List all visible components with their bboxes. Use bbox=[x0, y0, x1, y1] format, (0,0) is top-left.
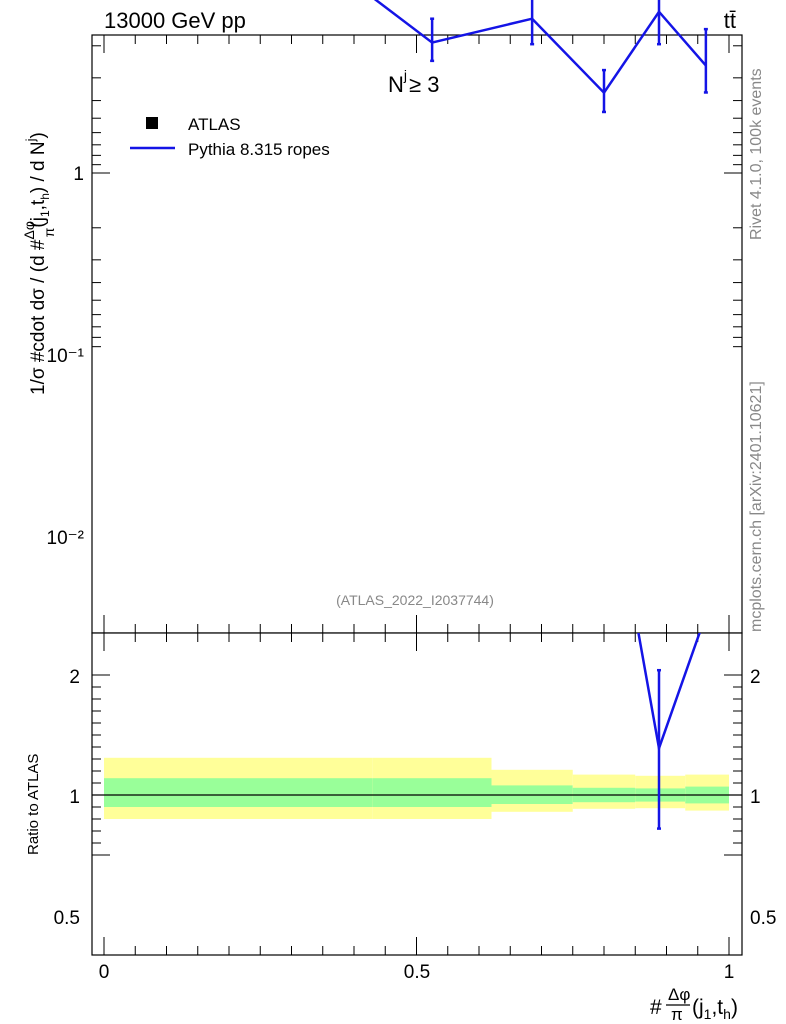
band-inner-bin bbox=[372, 778, 492, 807]
svg-text:(j1,th): (j1,th) bbox=[692, 996, 738, 1022]
ytick-label-1: 1 bbox=[73, 164, 84, 185]
ratio-ytick-0p5-left: 0.5 bbox=[54, 908, 80, 929]
header-left: 13000 GeV pp bbox=[104, 8, 246, 33]
side-label-top: Rivet 4.1.0, 100k events bbox=[748, 68, 765, 240]
main-marks bbox=[373, 0, 708, 114]
legend: ATLAS Pythia 8.315 ropes bbox=[130, 115, 330, 159]
ratio-xlabel: # Δφ π (j1,th) bbox=[650, 985, 738, 1024]
svg-text:π: π bbox=[671, 1005, 683, 1024]
legend-label-mc: Pythia 8.315 ropes bbox=[188, 140, 330, 159]
ylabel-part-a: 1/σ #cdot dσ / (d # bbox=[28, 239, 49, 395]
ratio-ytick-2-right: 2 bbox=[750, 667, 761, 688]
ratio-panel: 2 1 0.5 2 1 0.5 Ratio to ATLAS 0 0.5 1 #… bbox=[25, 632, 777, 1024]
side-label-bottom: mcplots.cern.ch [arXiv:2401.10621] bbox=[748, 381, 765, 632]
ylabel-part-b: (j bbox=[28, 217, 49, 228]
main-ylabel: 1/σ #cdot dσ / (d #Δφ π(j1,th) / d Nj) bbox=[21, 132, 57, 395]
xtick-label-0: 0 bbox=[99, 962, 110, 983]
ratio-ytick-1-left: 1 bbox=[69, 787, 80, 808]
xtick-label-0p5: 0.5 bbox=[404, 962, 430, 983]
ylabel-frac-den: π bbox=[41, 227, 57, 237]
ytick-label-0p1: 10⁻¹ bbox=[47, 346, 85, 367]
ratio-marks bbox=[637, 633, 701, 830]
main-ticks bbox=[92, 35, 742, 633]
ratio-ytick-2-left: 2 bbox=[69, 667, 80, 688]
ratio-ytick-0p5-right: 0.5 bbox=[750, 908, 776, 929]
analysis-id: (ATLAS_2022_I2037744) bbox=[336, 592, 494, 608]
main-panel: 1 10⁻¹ 10⁻² Nj≥ 3 ATLAS Pythia 8.315 rop… bbox=[21, 0, 743, 634]
main-frame bbox=[91, 34, 743, 634]
svg-text:1/σ #cdot dσ / (d #Δφπ(j1,th): 1/σ #cdot dσ / (d #Δφ π(j1,th) / d Nj) bbox=[21, 132, 57, 395]
header-right: tt̄ bbox=[724, 8, 736, 33]
legend-label-atlas: ATLAS bbox=[188, 115, 241, 134]
ratio-clipped bbox=[637, 633, 701, 830]
selection-label: Nj≥ 3 bbox=[388, 67, 439, 97]
main-ytick-labels: 1 10⁻¹ 10⁻² bbox=[47, 164, 85, 549]
ratio-ytick-labels: 2 1 0.5 2 1 0.5 bbox=[54, 667, 777, 929]
svg-text:Δφ: Δφ bbox=[668, 985, 690, 1004]
svg-text:#: # bbox=[650, 996, 662, 1019]
ratio-ylabel: Ratio to ATLAS bbox=[25, 754, 42, 855]
ylabel-frac-num: Δφ bbox=[21, 221, 37, 239]
band-inner-bin bbox=[104, 778, 373, 807]
ratio-ytick-1-right: 1 bbox=[750, 787, 761, 808]
xtick-label-1: 1 bbox=[724, 962, 735, 983]
mc-line bbox=[373, 0, 707, 95]
ytick-label-0p01: 10⁻² bbox=[47, 528, 85, 549]
ratio-xtick-labels: 0 0.5 1 bbox=[99, 962, 735, 983]
legend-marker-atlas bbox=[146, 117, 158, 129]
ratio-bands bbox=[92, 757, 742, 819]
